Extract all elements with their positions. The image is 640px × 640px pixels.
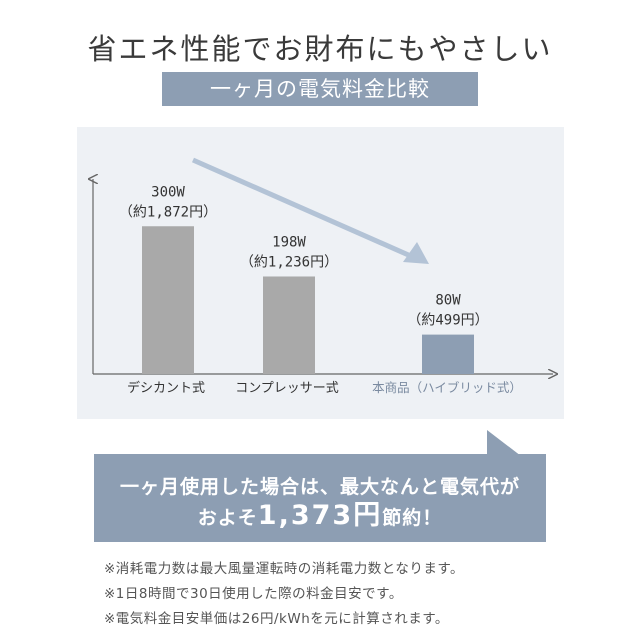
- footnotes: ※消耗電力数は最大風量運転時の消耗電力数となります。 ※1日8時間で30日使用し…: [104, 557, 624, 632]
- bar-chart: 300W （約1,872円） デシカント式 198W （約1,236円） コンプレッサー式…: [77, 157, 564, 396]
- footnote: ※電気料金目安単価は26円/kWhを元に計算されます。: [104, 611, 449, 627]
- value-label: 198W: [272, 234, 306, 250]
- callout-line2: およそ1,373円節約！: [94, 502, 546, 532]
- subtitle-band: 一ヶ月の電気料金比較: [162, 72, 478, 106]
- value-label: 80W: [435, 293, 461, 309]
- trend-arrowhead: [403, 242, 429, 264]
- bar: [142, 226, 194, 374]
- price-label: （約1,236円）: [240, 254, 338, 270]
- callout-suffix: 節約！: [382, 507, 443, 529]
- chart-panel: 300W （約1,872円） デシカント式 198W （約1,236円） コンプレッサー式…: [77, 127, 564, 419]
- callout-prefix: およそ: [197, 507, 258, 529]
- callout-tail: [487, 430, 521, 456]
- savings-amount: 1,373円: [257, 500, 383, 531]
- trend-arrow: [191, 157, 415, 260]
- savings-callout: 一ヶ月使用した場合は、最大なんと電気代が およそ1,373円節約！: [94, 454, 546, 542]
- footnote: ※1日8時間で30日使用した際の料金目安です。: [104, 586, 403, 602]
- price-label: （約1,872円）: [119, 204, 217, 220]
- category-label: デシカント式: [127, 380, 205, 396]
- price-label: （約499円）: [407, 313, 488, 329]
- callout-line1: 一ヶ月使用した場合は、最大なんと電気代が: [119, 476, 520, 498]
- category-label: コンプレッサー式: [235, 381, 339, 396]
- bar: [263, 276, 315, 374]
- value-label: 300W: [151, 184, 185, 200]
- category-label: 本商品（ハイブリッド式）: [372, 380, 522, 395]
- bar: [422, 334, 474, 374]
- footnote: ※消耗電力数は最大風量運転時の消耗電力数となります。: [104, 561, 465, 577]
- headline: 省エネ性能でお財布にもやさしい: [87, 32, 553, 66]
